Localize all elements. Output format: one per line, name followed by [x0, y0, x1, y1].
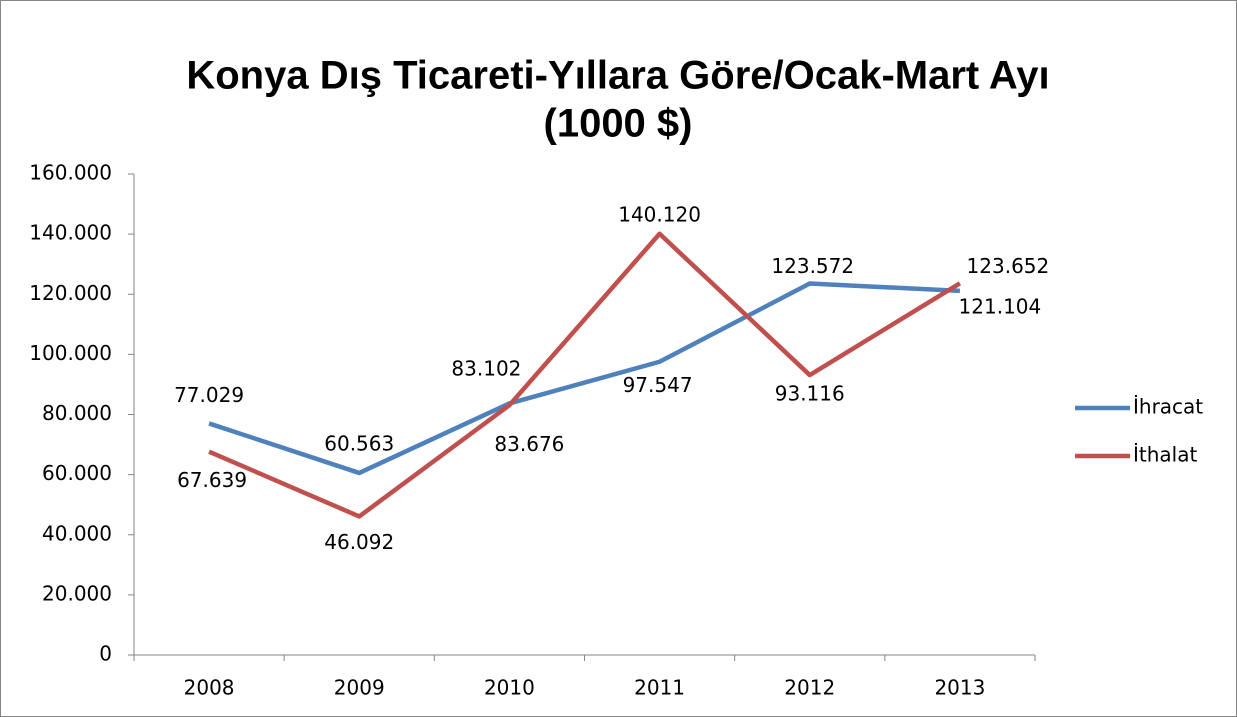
chart-title: (1000 $)	[544, 102, 693, 146]
x-tick-label: 2008	[184, 676, 235, 700]
chart-title: Konya Dış Ticareti-Yıllara Göre/Ocak-Mar…	[186, 54, 1049, 98]
y-tick-label: 120.000	[29, 281, 112, 305]
y-tick-label: 40.000	[42, 521, 112, 545]
data-label: 93.116	[775, 382, 845, 406]
series-line	[208, 231, 962, 519]
data-label: 77.029	[174, 383, 244, 407]
x-tick-label: 2013	[934, 676, 985, 700]
data-label: 123.652	[967, 254, 1050, 278]
x-tick-label: 2010	[484, 676, 535, 700]
data-label: 83.102	[451, 357, 521, 381]
data-label: 97.547	[623, 373, 693, 397]
data-label: 121.104	[959, 294, 1042, 318]
y-tick-label: 100.000	[29, 341, 112, 365]
data-label: 46.092	[324, 530, 394, 554]
y-tick-label: 80.000	[42, 401, 112, 425]
data-label: 60.563	[324, 431, 394, 455]
legend-label: İthalat	[1133, 443, 1197, 467]
x-tick-label: 2009	[334, 676, 385, 700]
y-tick-label: 140.000	[29, 221, 112, 245]
y-tick-label: 0	[99, 642, 112, 666]
x-tick-label: 2011	[634, 676, 685, 700]
y-tick-label: 160.000	[29, 161, 112, 185]
legend-label: İhracat	[1133, 395, 1203, 419]
y-tick-label: 20.000	[42, 581, 112, 605]
data-label: 140.120	[618, 202, 701, 226]
data-label: 67.639	[177, 468, 247, 492]
x-tick-label: 2012	[784, 676, 835, 700]
data-label: 123.572	[771, 254, 854, 278]
y-tick-label: 60.000	[42, 461, 112, 485]
data-label: 83.676	[494, 432, 564, 456]
series-line	[208, 281, 961, 476]
